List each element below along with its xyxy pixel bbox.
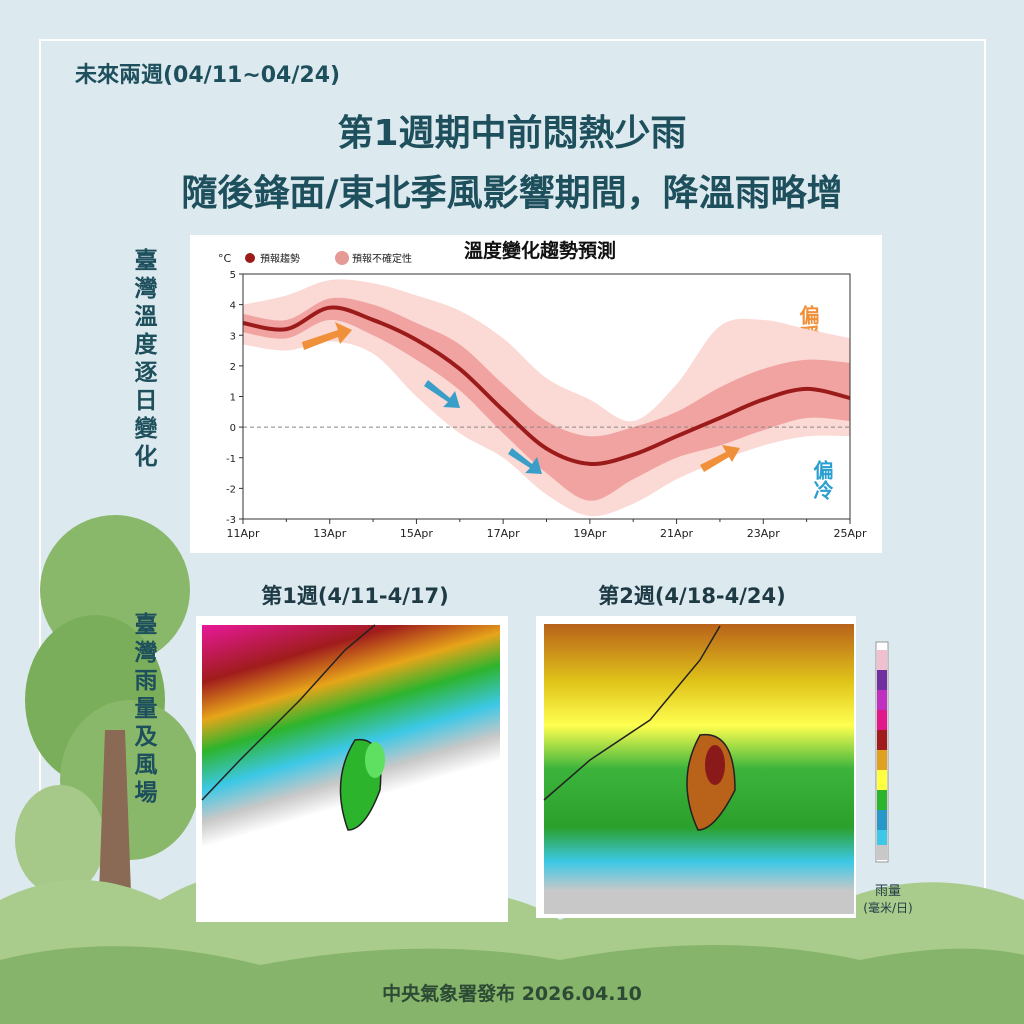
period: 未來兩週(04/11~04/24) <box>75 62 340 88</box>
map-title: 第2週(4/18-4/24) <box>598 584 786 608</box>
x-tick-label: 15Apr <box>400 527 434 540</box>
colorbar <box>875 641 889 863</box>
legend-label: 預報不確定性 <box>352 252 412 265</box>
arrows <box>302 322 740 474</box>
y-unit: °C <box>218 252 232 265</box>
y-tick-label: 0 <box>230 423 236 434</box>
x-tick-label: 23Apr <box>747 527 781 540</box>
y-tick-label: 4 <box>230 301 236 312</box>
x-tick-label: 25Apr <box>833 527 867 540</box>
x-tick-label: 13Apr <box>313 527 347 540</box>
y-tick-label: -1 <box>226 454 236 465</box>
x-tick-label: 21Apr <box>660 527 694 540</box>
headline: 隨後鋒面/東北季風影響期間，降溫雨略增 <box>181 172 842 214</box>
cold-label: 偏冷 <box>810 459 834 501</box>
x-tick-label: 11Apr <box>226 527 260 540</box>
chart-title: 溫度變化趨勢預測 <box>464 239 616 262</box>
footer: 中央氣象署發布 2026.04.10 <box>382 982 642 1005</box>
uncertainty-band <box>243 297 850 501</box>
y-tick-label: 1 <box>230 393 236 404</box>
map-week2 <box>536 616 856 918</box>
map-week1 <box>196 616 508 922</box>
colorbar-unit: (毫米/日) <box>863 900 912 915</box>
x-tick-label: 17Apr <box>487 527 521 540</box>
side-label: 臺灣雨量及風場 <box>130 612 156 808</box>
legend-label: 預報趨勢 <box>260 252 300 265</box>
side-label: 臺灣溫度逐日變化 <box>130 248 156 472</box>
y-tick-label: -2 <box>226 484 236 495</box>
y-tick-label: 3 <box>230 331 236 342</box>
trend-line <box>242 305 851 466</box>
y-tick-label: 5 <box>230 270 236 281</box>
legend-swatch <box>335 251 349 265</box>
colorbar-title: 雨量 <box>875 884 901 899</box>
map-title: 第1週(4/11-4/17) <box>261 584 449 608</box>
headline: 第1週期中前悶熱少雨 <box>337 113 686 154</box>
x-tick-label: 19Apr <box>573 527 607 540</box>
legend-swatch <box>245 253 255 263</box>
y-tick-label: -3 <box>226 515 236 526</box>
y-tick-label: 2 <box>230 362 236 373</box>
